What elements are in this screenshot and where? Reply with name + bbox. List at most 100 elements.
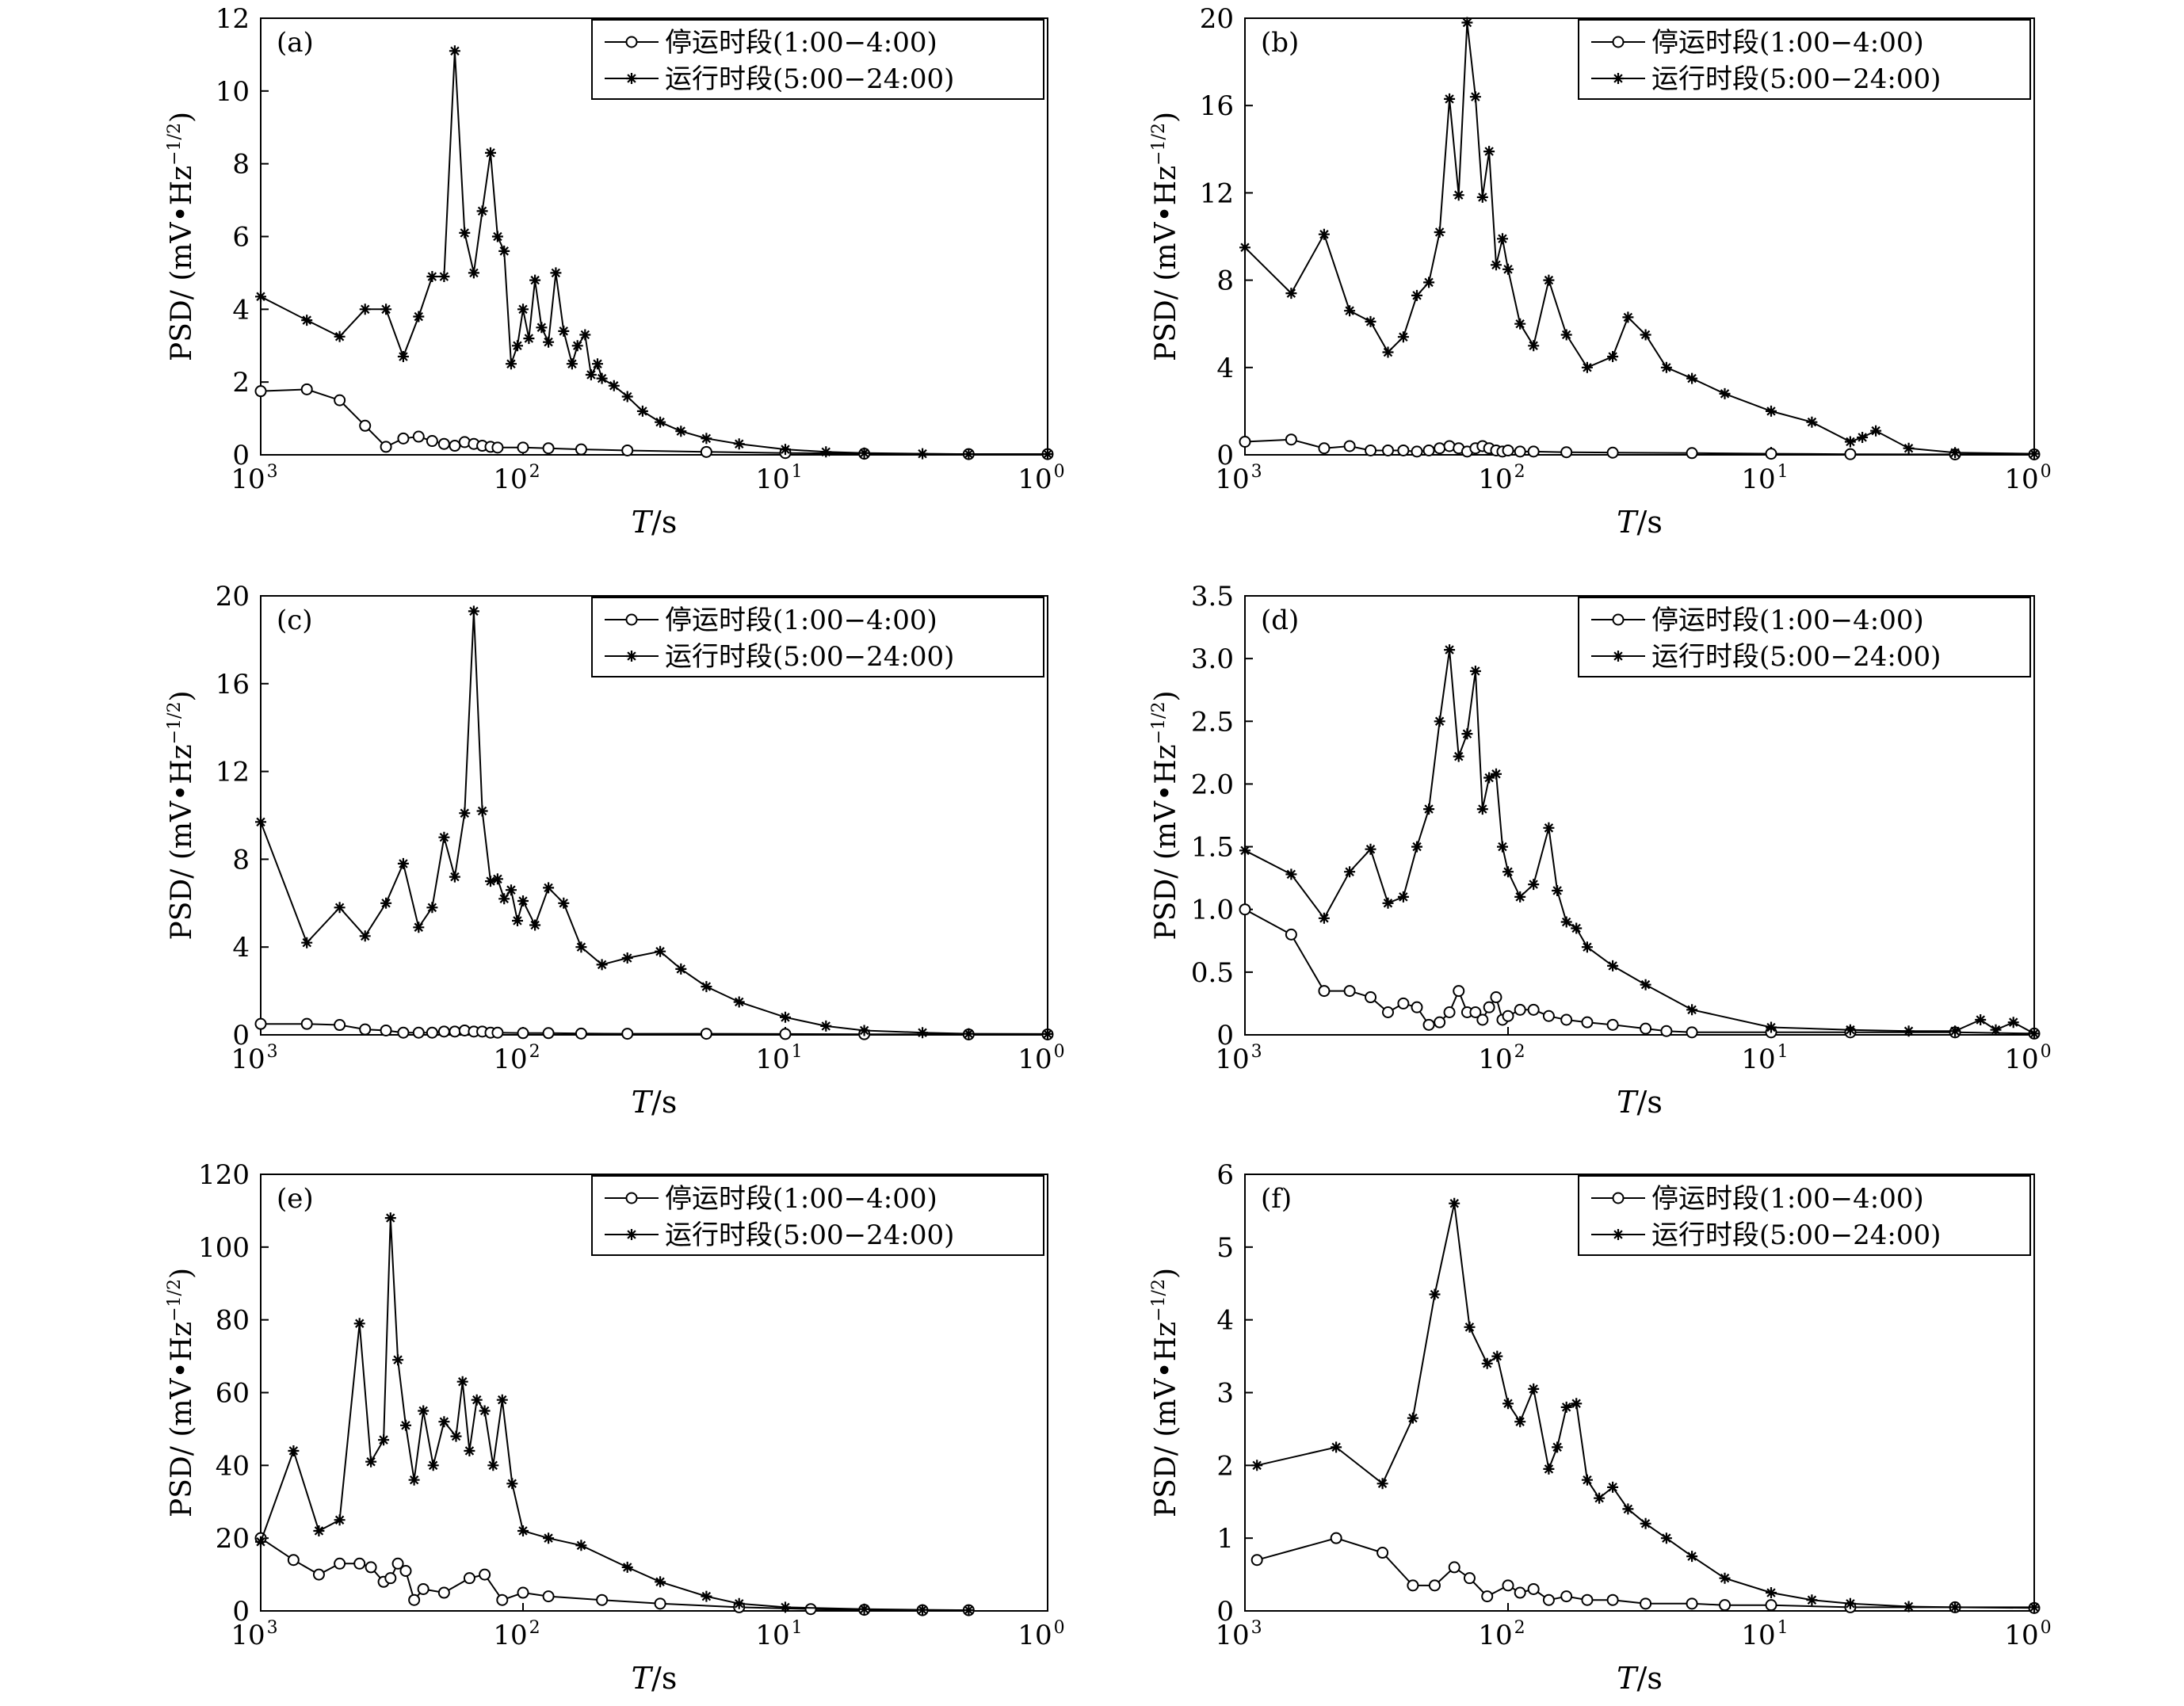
data-point — [1686, 1597, 1698, 1610]
data-point — [523, 333, 535, 345]
data-point — [558, 325, 570, 337]
x-tick-exponent: 1 — [1777, 462, 1789, 482]
data-point — [334, 1019, 346, 1032]
data-point — [426, 1026, 438, 1039]
y-tick-label: 20 — [1200, 3, 1234, 35]
y-axis-title: PSD/ (mV•Hz−1/2) — [165, 112, 198, 361]
y-axis-title-main: PSD/ (mV•Hz — [1150, 1322, 1182, 1517]
x-tick-exponent: 2 — [1514, 1042, 1525, 1062]
data-point — [701, 433, 712, 445]
x-axis-title-unit: /s — [651, 1085, 677, 1120]
data-point — [1411, 445, 1423, 458]
data-point — [963, 448, 975, 460]
data-point — [1844, 1597, 1856, 1609]
data-point — [487, 1460, 499, 1471]
data-point — [1476, 803, 1488, 815]
x-axis-title: T/s — [632, 1085, 678, 1120]
data-point — [1766, 405, 1777, 417]
data-point — [438, 831, 450, 843]
data-point — [655, 945, 666, 957]
data-point — [575, 1540, 587, 1551]
data-point — [596, 1593, 609, 1606]
data-point — [1640, 1597, 1652, 1610]
y-tick-label: 2 — [232, 367, 250, 399]
data-point — [1606, 446, 1619, 459]
data-point — [621, 391, 633, 403]
data-point — [334, 1557, 346, 1570]
data-point — [1765, 448, 1777, 460]
legend-label-running: 运行时段(5:00−24:00) — [665, 63, 954, 95]
data-point — [1719, 387, 1731, 399]
data-point — [463, 1572, 475, 1585]
data-point — [1285, 868, 1297, 880]
data-point — [1318, 985, 1331, 998]
data-point — [1476, 1013, 1489, 1026]
y-axis-title-main: PSD/ (mV•Hz — [1150, 744, 1182, 940]
legend: 停运时段(1:00−4:00) 运行时段(5:00−24:00) — [591, 19, 1044, 100]
data-point — [1453, 750, 1464, 762]
data-point — [408, 1474, 420, 1486]
x-tick-label: 102 — [1478, 462, 1525, 495]
y-tick-label: 20 — [216, 1523, 250, 1555]
x-axis-title-var: T — [632, 1085, 654, 1120]
data-point — [566, 358, 578, 370]
data-point — [1285, 433, 1297, 446]
data-point — [1443, 1006, 1456, 1019]
panel-label: (d) — [1261, 605, 1299, 636]
data-point — [655, 1576, 666, 1588]
x-tick-label: 101 — [1741, 1042, 1788, 1075]
y-tick-label: 60 — [216, 1378, 250, 1410]
legend-box — [1578, 1175, 2031, 1256]
data-point — [917, 448, 929, 460]
data-point — [1502, 1009, 1514, 1022]
data-point — [254, 1017, 267, 1030]
data-point — [1344, 866, 1356, 878]
data-point — [1429, 1288, 1441, 1300]
series-running — [255, 45, 1053, 460]
x-tick-exponent: 0 — [2041, 462, 2052, 482]
data-point — [1571, 922, 1583, 934]
x-tick-label: 100 — [2004, 462, 2051, 495]
data-point — [1042, 1028, 1053, 1040]
data-point — [543, 336, 555, 348]
x-tick-label: 103 — [1215, 1618, 1262, 1651]
data-point — [353, 1557, 366, 1570]
y-axis-title-close: ) — [1150, 1268, 1182, 1279]
data-point — [536, 322, 548, 334]
data-point — [1686, 372, 1698, 384]
y-tick-label: 40 — [216, 1450, 250, 1482]
data-point — [449, 871, 460, 883]
data-point — [1365, 315, 1376, 327]
y-tick-label: 0 — [232, 1596, 250, 1628]
data-point — [1397, 444, 1410, 456]
panel-label: (a) — [277, 27, 314, 59]
data-point — [733, 996, 745, 1008]
data-point — [1239, 903, 1251, 916]
x-tick-label: 102 — [1478, 1042, 1525, 1075]
data-point — [1449, 1197, 1460, 1209]
data-point — [1543, 274, 1555, 286]
data-point — [596, 959, 608, 971]
data-point — [426, 271, 438, 282]
y-tick-label: 12 — [1200, 177, 1234, 209]
data-point — [1607, 1481, 1619, 1493]
data-point — [1606, 1593, 1619, 1606]
data-point — [779, 1028, 792, 1040]
data-point — [1514, 445, 1526, 458]
data-point — [1497, 841, 1508, 853]
data-point — [1640, 979, 1651, 990]
series-idle — [1239, 903, 2041, 1040]
data-point — [858, 1603, 870, 1615]
y-tick-label: 4 — [1216, 1305, 1234, 1337]
y-tick-label: 0 — [1216, 1020, 1234, 1051]
data-point — [498, 245, 510, 257]
data-point — [1453, 189, 1464, 201]
series-idle — [254, 1532, 975, 1616]
panel-label: (e) — [277, 1183, 314, 1215]
plot-frame — [1244, 17, 2035, 456]
x-axis-title: T/s — [1617, 505, 1663, 540]
data-point — [255, 291, 266, 303]
x-axis-title-unit: /s — [1637, 505, 1663, 540]
data-point — [1560, 1401, 1572, 1413]
data-point — [1461, 728, 1473, 740]
